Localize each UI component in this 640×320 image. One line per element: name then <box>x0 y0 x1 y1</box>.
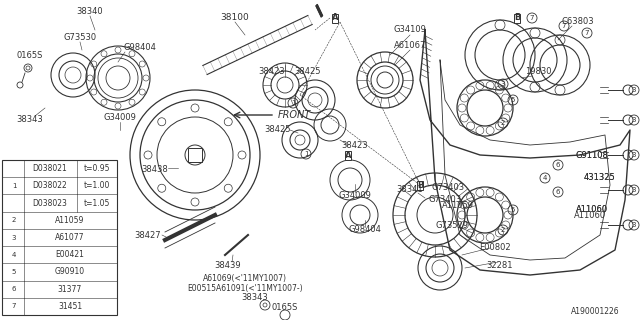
Text: 0165S: 0165S <box>272 303 298 313</box>
Text: t=1.05: t=1.05 <box>84 198 110 208</box>
Text: 3: 3 <box>632 117 636 123</box>
Text: A11060: A11060 <box>576 205 608 214</box>
Text: E00421: E00421 <box>56 250 84 259</box>
Text: 38423: 38423 <box>259 68 285 76</box>
Text: G34109: G34109 <box>394 26 426 35</box>
Text: A11060: A11060 <box>576 205 608 214</box>
Text: t=0.95: t=0.95 <box>84 164 110 173</box>
Text: 19830: 19830 <box>525 68 551 76</box>
Bar <box>332 13 338 22</box>
Text: E00802: E00802 <box>479 244 511 252</box>
Text: t=1.00: t=1.00 <box>84 181 110 190</box>
Text: G34009: G34009 <box>339 190 371 199</box>
Text: A: A <box>345 150 351 159</box>
Text: 7: 7 <box>530 15 534 21</box>
Text: 6: 6 <box>12 286 16 292</box>
Text: 431325: 431325 <box>584 173 616 182</box>
Text: A: A <box>332 13 339 22</box>
Bar <box>2 160 117 315</box>
Text: 3: 3 <box>632 152 636 158</box>
Text: 38341: 38341 <box>397 186 423 195</box>
Text: A190001226: A190001226 <box>572 308 620 316</box>
Text: 32281: 32281 <box>487 260 513 269</box>
Text: 2: 2 <box>501 120 505 126</box>
Text: 431325: 431325 <box>584 173 616 182</box>
Text: 6: 6 <box>556 189 560 195</box>
Text: 2: 2 <box>501 227 505 233</box>
Text: 31451: 31451 <box>58 302 82 311</box>
Text: G98404: G98404 <box>349 226 381 235</box>
Text: 38343: 38343 <box>17 116 44 124</box>
Text: B: B <box>514 13 520 22</box>
Text: 38100: 38100 <box>221 13 250 22</box>
Text: 3: 3 <box>12 235 16 241</box>
Text: A11059: A11059 <box>442 201 474 210</box>
Text: C63803: C63803 <box>562 18 595 27</box>
Text: 7: 7 <box>12 303 16 309</box>
Bar <box>188 148 202 162</box>
Text: G73529: G73529 <box>435 220 468 229</box>
Text: 38425: 38425 <box>295 68 321 76</box>
Text: G34009: G34009 <box>104 114 136 123</box>
Text: G90910: G90910 <box>55 268 85 276</box>
Text: A61067: A61067 <box>394 41 426 50</box>
Text: 7: 7 <box>562 23 566 29</box>
Text: 5: 5 <box>511 97 515 103</box>
Text: G91108: G91108 <box>575 150 609 159</box>
Text: 1: 1 <box>304 151 308 157</box>
Text: 38439: 38439 <box>214 260 241 269</box>
Text: E00515A61091(<'11MY1007-): E00515A61091(<'11MY1007-) <box>187 284 303 292</box>
Text: 38423: 38423 <box>342 140 368 149</box>
Text: A11059: A11059 <box>55 216 84 225</box>
Text: 3: 3 <box>632 187 636 193</box>
Text: 38340: 38340 <box>77 7 103 17</box>
Text: A61069(<'11MY1007): A61069(<'11MY1007) <box>203 274 287 283</box>
Text: 5: 5 <box>511 207 515 213</box>
Text: 38438: 38438 <box>141 165 168 174</box>
Text: B: B <box>417 180 423 189</box>
Text: 38343: 38343 <box>242 293 268 302</box>
Text: 1: 1 <box>291 100 295 106</box>
Text: 6: 6 <box>556 162 560 168</box>
Text: 7: 7 <box>585 30 589 36</box>
Text: FRONT: FRONT <box>278 110 311 120</box>
Text: 0165S: 0165S <box>17 51 43 60</box>
Bar <box>515 13 520 22</box>
Bar <box>417 180 423 189</box>
Text: 3: 3 <box>632 222 636 228</box>
Text: G91108: G91108 <box>575 150 609 159</box>
Text: 38427: 38427 <box>134 230 161 239</box>
Text: A61077: A61077 <box>55 233 84 242</box>
Text: G73530: G73530 <box>63 34 97 43</box>
Text: 2: 2 <box>12 217 16 223</box>
Text: 1: 1 <box>12 183 16 189</box>
Text: D038023: D038023 <box>33 198 67 208</box>
Text: G73403: G73403 <box>428 196 461 204</box>
Bar <box>345 150 351 159</box>
Text: 31377: 31377 <box>58 285 82 294</box>
Text: 38425: 38425 <box>265 125 291 134</box>
Text: G98404: G98404 <box>124 44 156 52</box>
Text: 4: 4 <box>543 175 547 181</box>
Text: D038022: D038022 <box>33 181 67 190</box>
Text: 3: 3 <box>632 87 636 93</box>
Text: 4: 4 <box>12 252 16 258</box>
Text: G73403: G73403 <box>431 183 465 193</box>
Text: D038021: D038021 <box>33 164 67 173</box>
Text: 3: 3 <box>500 81 505 87</box>
Text: A11060: A11060 <box>574 211 606 220</box>
Text: 5: 5 <box>12 269 16 275</box>
